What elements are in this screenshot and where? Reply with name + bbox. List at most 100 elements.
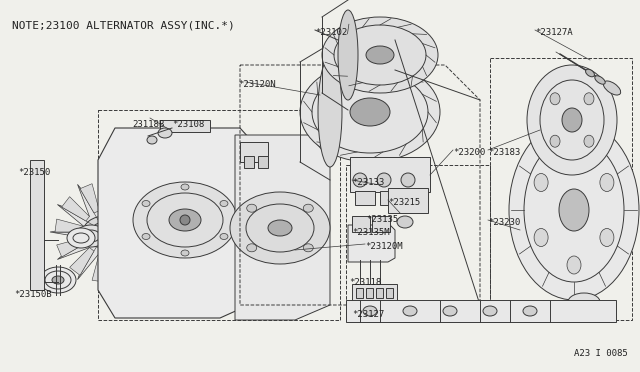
Ellipse shape <box>322 17 438 93</box>
Polygon shape <box>50 177 160 287</box>
Ellipse shape <box>350 98 390 126</box>
Text: *23120N: *23120N <box>238 80 276 89</box>
Ellipse shape <box>99 228 111 236</box>
Bar <box>30 160 44 290</box>
Ellipse shape <box>559 189 589 231</box>
Ellipse shape <box>567 256 581 274</box>
Ellipse shape <box>230 192 330 264</box>
Ellipse shape <box>303 244 314 252</box>
Text: *23102: *23102 <box>315 28 348 37</box>
Bar <box>386 288 393 298</box>
Ellipse shape <box>397 216 413 228</box>
Text: *23135M: *23135M <box>352 228 390 237</box>
Bar <box>352 284 397 302</box>
Text: *23200: *23200 <box>453 148 485 157</box>
Ellipse shape <box>246 244 257 252</box>
Text: *23133: *23133 <box>352 178 384 187</box>
Ellipse shape <box>67 228 95 248</box>
Bar <box>372 216 390 232</box>
Ellipse shape <box>567 146 581 164</box>
Circle shape <box>180 215 190 225</box>
Text: NOTE;23100 ALTERNATOR ASSY(INC.*): NOTE;23100 ALTERNATOR ASSY(INC.*) <box>12 20 235 30</box>
Ellipse shape <box>568 293 600 311</box>
Ellipse shape <box>562 108 582 132</box>
Bar <box>405 191 423 205</box>
Ellipse shape <box>268 220 292 236</box>
Ellipse shape <box>169 209 201 231</box>
Ellipse shape <box>550 135 560 147</box>
Bar <box>240 142 268 162</box>
Polygon shape <box>116 189 140 217</box>
Polygon shape <box>92 253 105 282</box>
Text: *23135: *23135 <box>366 215 398 224</box>
Bar <box>350 157 430 192</box>
Text: *23127A: *23127A <box>535 28 573 37</box>
Text: *23108: *23108 <box>172 120 204 129</box>
Ellipse shape <box>40 267 76 293</box>
Text: *23230: *23230 <box>488 218 520 227</box>
Bar <box>346 300 616 322</box>
Polygon shape <box>61 197 90 221</box>
Polygon shape <box>124 207 154 226</box>
Bar <box>356 288 363 298</box>
Text: *23150B: *23150B <box>14 290 52 299</box>
Bar <box>352 216 370 232</box>
Ellipse shape <box>363 306 377 316</box>
Ellipse shape <box>366 46 394 64</box>
Ellipse shape <box>338 10 358 100</box>
Ellipse shape <box>527 65 617 175</box>
Text: *23150: *23150 <box>18 168 51 177</box>
Polygon shape <box>105 182 118 211</box>
Text: A23 I 0085: A23 I 0085 <box>574 349 628 358</box>
Circle shape <box>353 173 367 187</box>
Bar <box>380 191 400 205</box>
Text: *23118: *23118 <box>349 278 381 287</box>
Ellipse shape <box>523 306 537 316</box>
Ellipse shape <box>181 184 189 190</box>
Ellipse shape <box>318 57 342 167</box>
Ellipse shape <box>534 173 548 192</box>
Polygon shape <box>126 232 155 245</box>
Ellipse shape <box>220 201 228 206</box>
Ellipse shape <box>604 81 621 95</box>
Ellipse shape <box>600 228 614 247</box>
Bar <box>244 156 254 168</box>
Text: *23183: *23183 <box>488 148 520 157</box>
Bar <box>366 288 373 298</box>
Ellipse shape <box>534 228 548 247</box>
Ellipse shape <box>483 306 497 316</box>
Ellipse shape <box>133 182 237 258</box>
Polygon shape <box>55 219 84 232</box>
Ellipse shape <box>158 128 172 138</box>
Bar <box>258 156 268 168</box>
Ellipse shape <box>568 109 600 127</box>
Ellipse shape <box>181 250 189 256</box>
Bar <box>160 120 210 132</box>
Ellipse shape <box>52 276 64 284</box>
Bar <box>376 288 383 298</box>
Polygon shape <box>80 184 99 213</box>
Ellipse shape <box>147 136 157 144</box>
Polygon shape <box>98 128 260 318</box>
Ellipse shape <box>303 204 314 212</box>
Text: *23215: *23215 <box>388 198 420 207</box>
Ellipse shape <box>75 225 107 247</box>
Circle shape <box>377 173 391 187</box>
Ellipse shape <box>584 93 594 105</box>
Ellipse shape <box>586 69 595 77</box>
Polygon shape <box>348 225 395 262</box>
Text: *23120M: *23120M <box>365 242 403 251</box>
Polygon shape <box>57 238 86 257</box>
Ellipse shape <box>220 234 228 240</box>
Bar <box>355 191 375 205</box>
Bar <box>388 188 428 213</box>
Text: 23118B: 23118B <box>132 120 164 129</box>
Ellipse shape <box>600 173 614 192</box>
Ellipse shape <box>595 76 605 84</box>
Polygon shape <box>111 251 130 280</box>
Ellipse shape <box>584 135 594 147</box>
Ellipse shape <box>300 62 440 162</box>
Polygon shape <box>235 135 330 320</box>
Circle shape <box>401 173 415 187</box>
Text: *23127: *23127 <box>352 310 384 319</box>
